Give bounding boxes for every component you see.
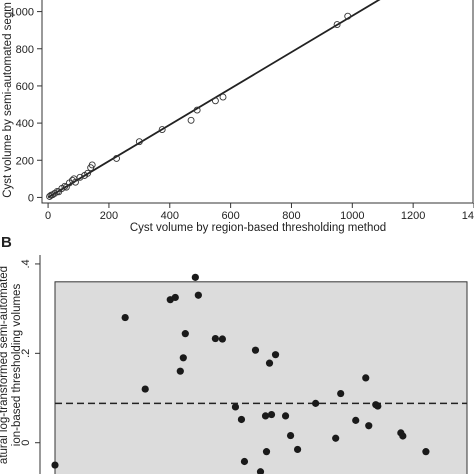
panel-a-point	[211, 97, 219, 105]
panel-a-point	[113, 154, 120, 162]
panel-b-point	[399, 432, 407, 440]
panel-a-point	[88, 161, 96, 169]
panel-a-point	[333, 21, 341, 29]
panel-a-plot-frame	[41, 0, 474, 204]
panel-a-point	[84, 169, 92, 177]
panel-a-regression-line	[47, 0, 381, 199]
panel-b-y-axis-title-line-1: atural log-transformed semi-automated	[0, 266, 10, 464]
panel-b-y-axis: 0 .2 .4	[20, 259, 40, 446]
panel-b-point	[352, 416, 360, 424]
panel-a-x-tick-label: 600	[221, 210, 239, 222]
panel-a-y-tick-label: 1000	[10, 7, 34, 19]
panel-a-points	[46, 12, 352, 200]
panel-b-label: B	[1, 234, 12, 251]
panel-a-y-tick-label: 0	[28, 192, 34, 204]
panel-b-point	[256, 468, 265, 474]
panel-a-point	[72, 178, 79, 186]
panel-b-point	[422, 448, 430, 456]
panel-b-y-tick-label: .4	[20, 259, 32, 268]
panel-b-point	[312, 399, 320, 407]
panel-a-x-tick-label: 400	[161, 210, 179, 222]
panel-a-point	[344, 12, 352, 20]
panel-a-scatter: 0 200 400 600 800 1000 1200 1400 0 200 400 600 800 1…	[2, 0, 474, 234]
panel-a-point	[219, 93, 227, 101]
panel-b-point	[251, 346, 260, 354]
panel-b-y-tick-label: 0	[20, 440, 32, 446]
panel-b-point	[262, 448, 271, 456]
panel-b-point	[293, 445, 302, 454]
panel-b-point	[337, 389, 345, 398]
panel-a-y-axis-title: Cyst volume by semi-automated segm	[2, 2, 14, 198]
panel-a-x-tick-label: 1400	[462, 210, 474, 222]
panel-a-x-tick-label: 200	[100, 210, 118, 222]
panel-a-point	[158, 126, 166, 134]
panel-b-point	[191, 273, 199, 281]
panel-a-point	[135, 138, 143, 146]
panel-b-point	[231, 403, 240, 411]
panel-a-x-tick-label: 1200	[401, 210, 425, 222]
panel-b-point	[365, 422, 373, 430]
panel-b-point	[181, 330, 189, 338]
panel-a-y-tick-label: 800	[16, 44, 34, 56]
panel-a-point	[187, 116, 195, 124]
panel-b-point	[261, 412, 270, 420]
panel-b-point	[240, 457, 249, 466]
panel-a-x-axis-title: Cyst volume by region-based thresholding…	[130, 222, 386, 234]
panel-a-point	[193, 106, 201, 114]
panel-b-point	[265, 359, 274, 367]
panel-b-point	[271, 351, 280, 359]
panel-a-x-tick-label: 0	[45, 210, 51, 222]
panel-a-x-tick-label: 800	[282, 210, 300, 222]
panel-b-y-axis-title-line-2: ion-based thresholding volumes	[11, 284, 23, 447]
panel-b-point	[237, 415, 246, 424]
panel-b-point	[121, 313, 129, 322]
panel-b-point	[362, 374, 370, 382]
panel-b-point	[286, 431, 295, 440]
panel-b-point	[179, 354, 187, 362]
panel-b-point	[267, 410, 276, 419]
panel-b-scatter: B 0 .2 .4 atural log-transformed semi-auto…	[0, 234, 468, 474]
panel-b-point	[176, 367, 184, 375]
panel-a-point	[76, 173, 84, 181]
panel-b-y-tick-label: .2	[20, 349, 32, 358]
panel-a-y-tick-label: 600	[16, 81, 34, 93]
panel-a-x-tick-label: 1000	[340, 210, 364, 222]
panel-b-point	[332, 434, 340, 442]
panel-b-point	[171, 293, 179, 302]
panel-b-point	[218, 335, 227, 343]
panel-b-shaded-band	[54, 281, 468, 474]
panel-b-point	[194, 291, 202, 299]
panel-a-y-tick-label: 400	[16, 118, 34, 130]
panel-a-x-axis: 0 200 400 600 800 1000 1200 1400	[45, 203, 474, 222]
panel-b-point	[211, 334, 219, 343]
panel-b-point	[141, 385, 149, 393]
panel-a-point	[61, 182, 69, 190]
panel-a-y-tick-label: 200	[16, 155, 34, 167]
panel-b-point	[374, 402, 382, 410]
panel-b-point	[51, 461, 59, 469]
panel-b-point	[281, 412, 290, 420]
panel-a-y-axis: 0 200 400 600 800 1000	[10, 7, 42, 204]
panel-b-points	[51, 273, 430, 474]
